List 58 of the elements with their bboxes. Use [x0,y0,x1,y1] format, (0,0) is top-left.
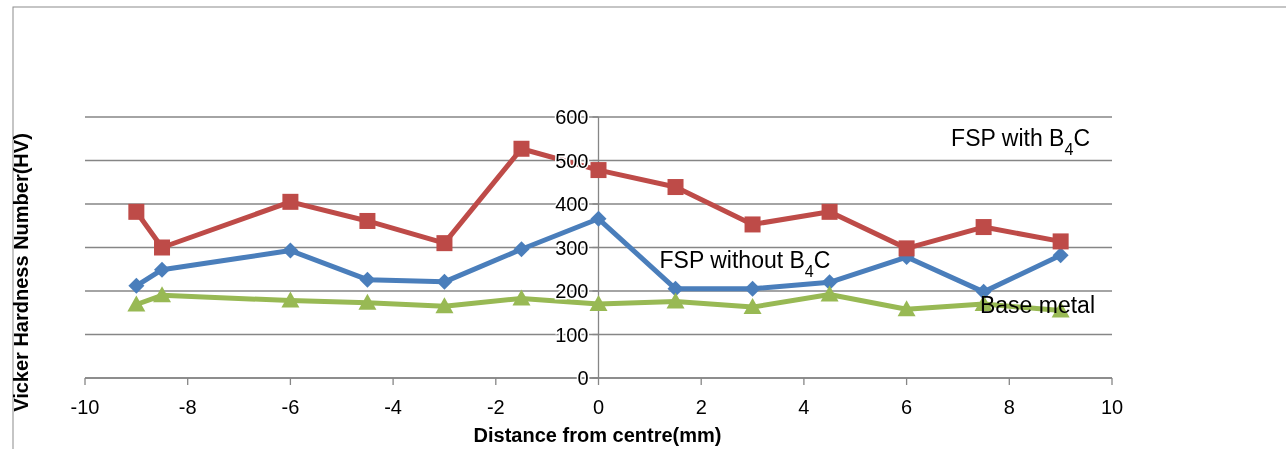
y-tick-label: 200 [555,280,589,302]
y-tick-label: 100 [555,323,589,346]
point [820,285,839,302]
point [127,295,146,312]
y-tick-label: 600 [555,106,589,128]
x-tick-label: 4 [798,396,810,418]
x-tick-label: 10 [1100,396,1124,418]
y-tick-label: 0 [577,367,589,389]
x-tick-label: -6 [281,396,300,418]
x-tick-label: 6 [901,396,913,418]
point [590,210,607,227]
point [435,297,454,314]
point [282,193,299,210]
x-tick-label: -8 [178,396,197,418]
x-tick-label: 8 [1003,396,1015,418]
point [590,162,607,179]
point [282,242,299,259]
y-tick-label: 500 [555,149,589,172]
point [153,286,172,303]
point [666,292,685,309]
series-label: Base metal [979,292,1095,318]
y-tick-label: 300 [555,236,589,259]
point [821,274,838,291]
point [154,261,171,278]
point [154,239,171,256]
point [898,240,915,257]
point [743,298,762,315]
point [667,179,684,196]
point [128,203,145,220]
point [975,219,992,236]
y-axis-title: Vicker Hardness Number(HV) [10,133,32,412]
point [436,273,453,290]
y-tick-label: 400 [555,193,589,215]
x-tick-label: -10 [70,396,100,418]
point [358,293,377,310]
x-tick-label: -4 [384,396,402,418]
x-tick-label: 0 [592,396,605,418]
point [589,295,608,312]
text: FSP with B$_{4}$C [951,125,1090,158]
point [744,216,761,233]
point [897,300,916,317]
point [512,289,531,306]
point [667,280,684,297]
point [744,280,761,297]
point [513,241,530,258]
point [436,235,453,252]
x-tick-label: 2 [695,396,707,418]
series-label: FSP without B$_{4}$C [659,247,831,280]
x-axis-title: Distance from centre(mm) [473,424,722,446]
point [1052,233,1069,250]
point [513,140,530,157]
point [281,291,300,308]
point [1052,247,1069,264]
point [359,212,376,229]
point [128,277,145,294]
x-tick-label: -2 [486,396,505,418]
point [821,203,838,220]
point [359,271,376,288]
